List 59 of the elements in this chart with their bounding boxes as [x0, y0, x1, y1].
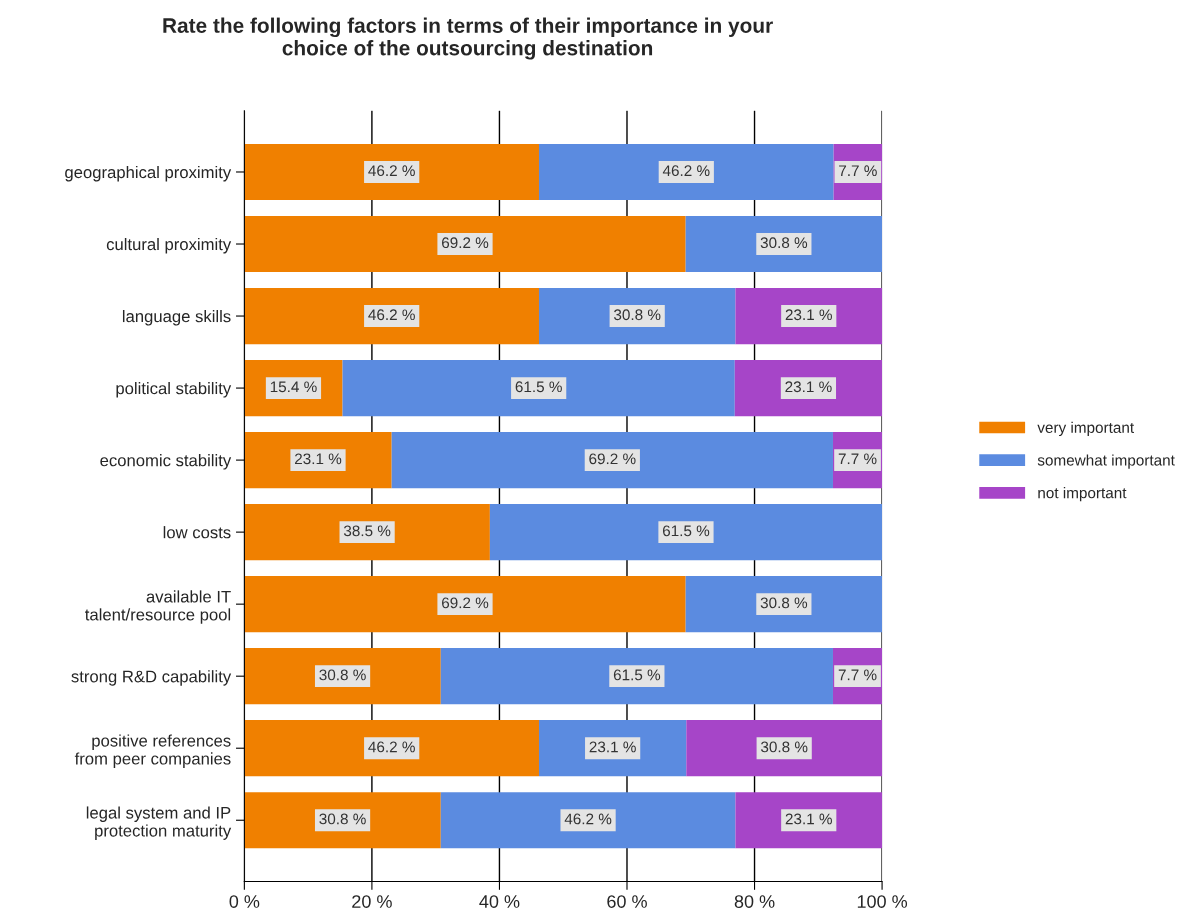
- data-label: 30.8 %: [319, 669, 366, 681]
- data-label: 30.8 %: [760, 597, 808, 609]
- x-tick-label: 100 %: [857, 895, 908, 908]
- y-tick-label: available IT talent/resource pool: [85, 590, 231, 624]
- bar: [244, 720, 539, 777]
- bar: [244, 576, 686, 633]
- y-tick-label: language skills: [122, 310, 231, 326]
- x-tick-label: 0 %: [229, 895, 260, 908]
- data-label: 30.8 %: [614, 309, 661, 321]
- y-tick-label: positive references from peer companies: [74, 734, 231, 768]
- bar: [244, 215, 686, 273]
- bar: [244, 287, 539, 345]
- data-label: 69.2 %: [442, 597, 489, 609]
- y-tick-label: low costs: [163, 526, 231, 539]
- data-label: 69.2 %: [442, 237, 489, 249]
- data-label: 69.2 %: [589, 453, 636, 465]
- data-label: 61.5 %: [515, 381, 562, 393]
- data-label: 23.1 %: [785, 813, 832, 825]
- data-label: 15.4 %: [270, 381, 317, 393]
- data-label: 23.1 %: [295, 453, 342, 465]
- y-tick-label: economic stability: [100, 454, 232, 470]
- data-label: 23.1 %: [785, 309, 832, 321]
- data-label: 38.5 %: [343, 525, 391, 537]
- data-label: 46.2 %: [368, 165, 415, 177]
- legend-label: somewhat important: [1037, 454, 1175, 469]
- data-label: 46.2 %: [368, 741, 415, 753]
- y-tick-label: cultural proximity: [106, 237, 232, 254]
- x-tick-label: 40 %: [479, 895, 520, 908]
- data-label: 7.7 %: [838, 669, 877, 681]
- legend-label: very important: [1037, 421, 1134, 437]
- x-tick-label: 80 %: [734, 895, 775, 908]
- bar: [538, 143, 834, 201]
- x-tick-label: 60 %: [607, 895, 647, 908]
- data-label: 46.2 %: [368, 309, 415, 321]
- bar: [244, 143, 539, 201]
- data-label: 61.5 %: [613, 669, 661, 681]
- data-label: 30.8 %: [760, 741, 808, 753]
- y-tick-label: legal system and IP protection maturity: [86, 806, 232, 840]
- data-label: 61.5 %: [662, 525, 710, 537]
- bar: [489, 504, 883, 561]
- data-label: 30.8 %: [319, 813, 366, 825]
- bar: [244, 504, 490, 561]
- data-label: 46.2 %: [662, 165, 710, 177]
- data-label: 7.7 %: [838, 453, 877, 465]
- bar: [342, 359, 735, 417]
- bar: [440, 792, 736, 849]
- bar: [440, 648, 833, 705]
- data-label: 46.2 %: [564, 813, 612, 825]
- data-label: 23.1 %: [785, 381, 832, 393]
- y-tick-label: geographical proximity: [65, 165, 232, 182]
- y-tick-label: political stability: [116, 382, 232, 398]
- y-tick-label: strong R&D capability: [71, 670, 232, 686]
- data-label: 23.1 %: [589, 741, 636, 753]
- data-label: 7.7 %: [839, 165, 877, 177]
- legend-label: not important: [1038, 487, 1127, 502]
- bar: [391, 432, 833, 489]
- chart-title: Rate the following factors in terms of their importance in your choice of the outsourcing destination: [163, 17, 773, 60]
- data-label: 30.8 %: [760, 237, 808, 249]
- x-tick-label: 20 %: [352, 895, 392, 908]
